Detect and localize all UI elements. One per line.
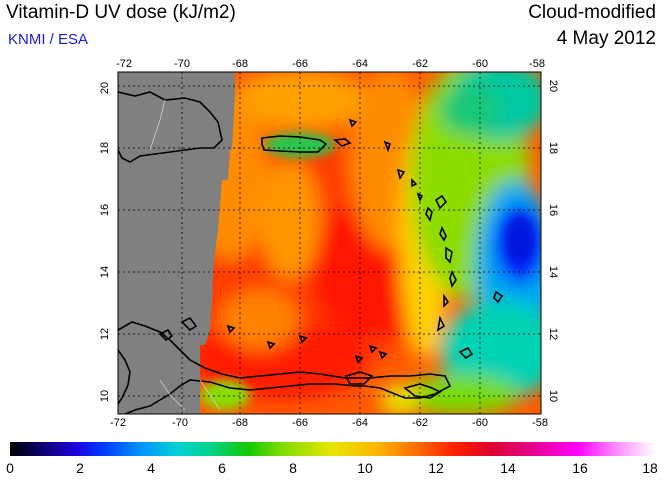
lon-label: -72 xyxy=(110,417,126,429)
map-title: Vitamin-D UV dose (kJ/m2) xyxy=(6,2,236,23)
scale-label: 14 xyxy=(500,460,516,476)
agency-credit: KNMI / ESA xyxy=(8,31,89,48)
scale-label: 0 xyxy=(6,460,14,476)
lon-label: -68 xyxy=(232,58,248,70)
uv-dose-map: -72 -70 -68 -66 -64 -62 -60 -58 -72 -70 … xyxy=(99,58,559,429)
scale-label: 6 xyxy=(218,460,226,476)
lat-label: 20 xyxy=(99,82,111,94)
scale-label: 10 xyxy=(357,460,373,476)
lat-label: 20 xyxy=(547,80,559,92)
lon-label: -70 xyxy=(174,58,190,70)
date-label: 4 May 2012 xyxy=(556,28,656,49)
lat-label: 10 xyxy=(99,390,111,402)
color-scale-bar xyxy=(10,442,655,456)
lat-label: 14 xyxy=(547,266,559,278)
lon-label: -58 xyxy=(532,417,548,429)
lat-label: 14 xyxy=(99,266,111,278)
top-lon-labels: -72 -70 -68 -66 -64 -62 -60 -58 xyxy=(116,58,545,70)
lat-label: 12 xyxy=(99,328,111,340)
lon-label: -62 xyxy=(412,417,428,429)
map-frame xyxy=(117,71,542,415)
scale-label: 8 xyxy=(289,460,297,476)
lon-label: -66 xyxy=(292,58,308,70)
lon-label: -68 xyxy=(232,417,248,429)
lon-label: -60 xyxy=(472,58,488,70)
coastlines xyxy=(118,91,504,414)
scale-label: 4 xyxy=(147,460,155,476)
scale-label: 16 xyxy=(572,460,588,476)
lon-label: -64 xyxy=(352,417,368,429)
lat-label: 18 xyxy=(547,142,559,154)
right-lat-labels: 10 12 14 16 18 20 xyxy=(547,80,559,402)
scale-label: 18 xyxy=(642,460,658,476)
scale-label: 12 xyxy=(428,460,444,476)
lat-label: 18 xyxy=(99,142,111,154)
lon-label: -64 xyxy=(352,58,368,70)
scale-label: 2 xyxy=(76,460,84,476)
lat-label: 16 xyxy=(99,204,111,216)
lon-label: -70 xyxy=(172,417,188,429)
lat-label: 16 xyxy=(547,204,559,216)
lon-label: -72 xyxy=(116,58,132,70)
lat-label: 12 xyxy=(547,328,559,340)
lon-label: -62 xyxy=(412,58,428,70)
product-label: Cloud-modified xyxy=(528,2,656,23)
bottom-lon-labels: -72 -70 -68 -66 -64 -62 -60 -58 xyxy=(110,417,548,429)
uv-field xyxy=(118,72,541,414)
lon-label: -60 xyxy=(472,417,488,429)
borders xyxy=(149,99,221,411)
lon-label: -58 xyxy=(529,58,545,70)
left-lat-labels: 10 12 14 16 18 20 xyxy=(99,82,111,402)
lat-label: 10 xyxy=(547,390,559,402)
lon-label: -66 xyxy=(292,417,308,429)
graticule xyxy=(118,72,541,414)
